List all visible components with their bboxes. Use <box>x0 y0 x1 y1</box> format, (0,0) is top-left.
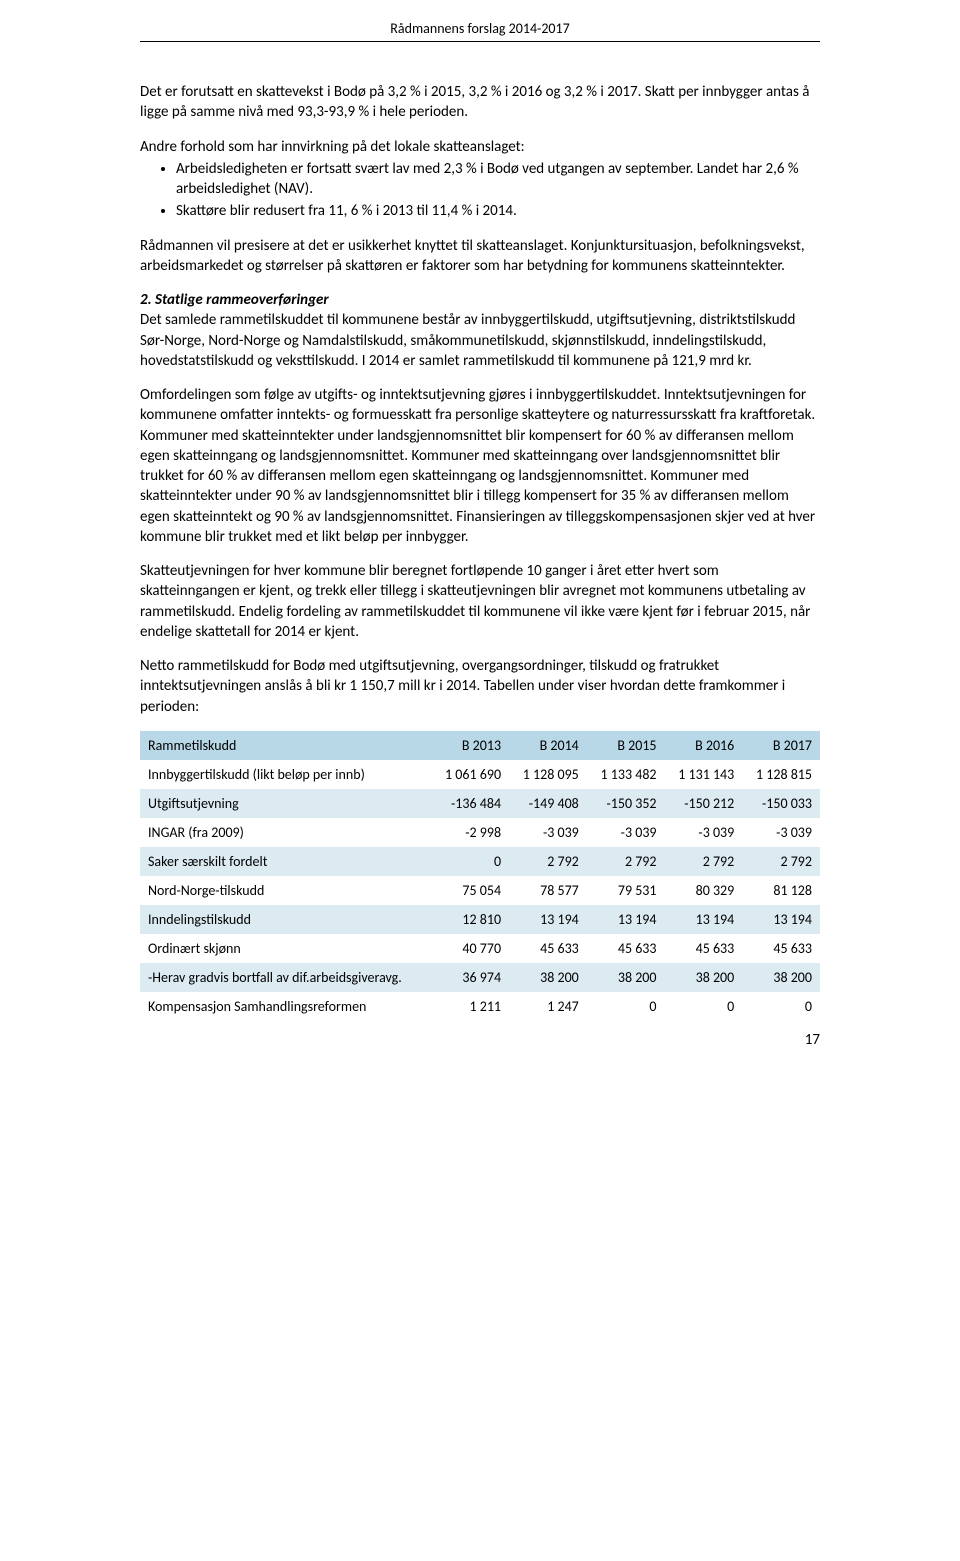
table-row: Innbyggertilskudd (likt beløp per innb)1… <box>140 760 820 789</box>
table-row: Nord-Norge-tilskudd75 05478 57779 53180 … <box>140 876 820 905</box>
bullet-list: Arbeidsledigheten er fortsatt svært lav … <box>140 159 820 222</box>
table-cell: 13 194 <box>587 905 665 934</box>
table-cell: 1 131 143 <box>665 760 743 789</box>
table-cell: Inndelingstilskudd <box>140 905 431 934</box>
col-header: B 2015 <box>587 731 665 760</box>
table-header-row: Rammetilskudd B 2013 B 2014 B 2015 B 201… <box>140 731 820 760</box>
table-cell: 0 <box>587 992 665 1021</box>
table-cell: -150 352 <box>587 789 665 818</box>
table-cell: 81 128 <box>742 876 820 905</box>
table-cell: 1 247 <box>509 992 587 1021</box>
bullet-item: Skattøre blir redusert fra 11, 6 % i 201… <box>176 201 820 221</box>
table-cell: -149 408 <box>509 789 587 818</box>
table-cell: 0 <box>431 847 509 876</box>
table-cell: 13 194 <box>509 905 587 934</box>
section-2-p1-body: Det samlede rammetilskuddet til kommunen… <box>140 311 795 370</box>
page-number: 17 <box>140 1031 820 1049</box>
table-cell: 45 633 <box>587 934 665 963</box>
table-cell: 13 194 <box>665 905 743 934</box>
page-header: Rådmannens forslag 2014-2017 <box>140 20 820 42</box>
table-cell: INGAR (fra 2009) <box>140 818 431 847</box>
section-2-p2: Omfordelingen som følge av utgifts- og i… <box>140 385 820 547</box>
table-cell: 0 <box>665 992 743 1021</box>
table-cell: -150 212 <box>665 789 743 818</box>
table-cell: 75 054 <box>431 876 509 905</box>
table-cell: -3 039 <box>587 818 665 847</box>
table-cell: 1 128 815 <box>742 760 820 789</box>
table-cell: 38 200 <box>665 963 743 992</box>
rammetilskudd-table: Rammetilskudd B 2013 B 2014 B 2015 B 201… <box>140 731 820 1021</box>
table-cell: -3 039 <box>742 818 820 847</box>
table-cell: 40 770 <box>431 934 509 963</box>
table-cell: 1 128 095 <box>509 760 587 789</box>
table-body: Innbyggertilskudd (likt beløp per innb)1… <box>140 760 820 1021</box>
table-cell: 2 792 <box>742 847 820 876</box>
table-cell: 45 633 <box>665 934 743 963</box>
table-row: Ordinært skjønn40 77045 63345 63345 6334… <box>140 934 820 963</box>
table-cell: 1 211 <box>431 992 509 1021</box>
bullet-intro: Andre forhold som har innvirkning på det… <box>140 137 820 157</box>
table-cell: Utgiftsutjevning <box>140 789 431 818</box>
table-row: Inndelingstilskudd12 81013 19413 19413 1… <box>140 905 820 934</box>
table-cell: Innbyggertilskudd (likt beløp per innb) <box>140 760 431 789</box>
table-cell: -Herav gradvis bortfall av dif.arbeidsgi… <box>140 963 431 992</box>
table-cell: Ordinært skjønn <box>140 934 431 963</box>
table-cell: 1 061 690 <box>431 760 509 789</box>
table-cell: -150 033 <box>742 789 820 818</box>
col-header: Rammetilskudd <box>140 731 431 760</box>
table-cell: 13 194 <box>742 905 820 934</box>
table-cell: 45 633 <box>742 934 820 963</box>
table-cell: 78 577 <box>509 876 587 905</box>
table-cell: 79 531 <box>587 876 665 905</box>
table-row: INGAR (fra 2009)-2 998-3 039-3 039-3 039… <box>140 818 820 847</box>
table-cell: 0 <box>742 992 820 1021</box>
table-cell: 80 329 <box>665 876 743 905</box>
table-cell: Kompensasjon Samhandlingsreformen <box>140 992 431 1021</box>
bullet-item: Arbeidsledigheten er fortsatt svært lav … <box>176 159 820 200</box>
col-header: B 2016 <box>665 731 743 760</box>
table-cell: 2 792 <box>587 847 665 876</box>
table-cell: Saker særskilt fordelt <box>140 847 431 876</box>
table-row: Utgiftsutjevning-136 484-149 408-150 352… <box>140 789 820 818</box>
table-cell: 2 792 <box>509 847 587 876</box>
table-row: Kompensasjon Samhandlingsreformen1 2111 … <box>140 992 820 1021</box>
section-2-p4: Netto rammetilskudd for Bodø med utgifts… <box>140 656 820 717</box>
paragraph-intro: Det er forutsatt en skattevekst i Bodø p… <box>140 82 820 123</box>
table-cell: Nord-Norge-tilskudd <box>140 876 431 905</box>
table-cell: -3 039 <box>665 818 743 847</box>
table-cell: 45 633 <box>509 934 587 963</box>
table-cell: 2 792 <box>665 847 743 876</box>
table-cell: -136 484 <box>431 789 509 818</box>
table-cell: 12 810 <box>431 905 509 934</box>
col-header: B 2013 <box>431 731 509 760</box>
section-2-p3: Skatteutjevningen for hver kommune blir … <box>140 561 820 642</box>
table-cell: 38 200 <box>509 963 587 992</box>
section-2-title: 2. Statlige rammeoverføringer <box>140 291 329 309</box>
table-row: Saker særskilt fordelt02 7922 7922 7922 … <box>140 847 820 876</box>
table-cell: -3 039 <box>509 818 587 847</box>
table-cell: 38 200 <box>587 963 665 992</box>
table-row: -Herav gradvis bortfall av dif.arbeidsgi… <box>140 963 820 992</box>
paragraph-uncertainty: Rådmannen vil presisere at det er usikke… <box>140 236 820 277</box>
table-cell: 36 974 <box>431 963 509 992</box>
col-header: B 2014 <box>509 731 587 760</box>
table-cell: -2 998 <box>431 818 509 847</box>
table-cell: 38 200 <box>742 963 820 992</box>
section-2-p1: 2. Statlige rammeoverføringer Det samled… <box>140 290 820 371</box>
table-cell: 1 133 482 <box>587 760 665 789</box>
document-page: Rådmannens forslag 2014-2017 Det er foru… <box>70 0 890 1079</box>
col-header: B 2017 <box>742 731 820 760</box>
